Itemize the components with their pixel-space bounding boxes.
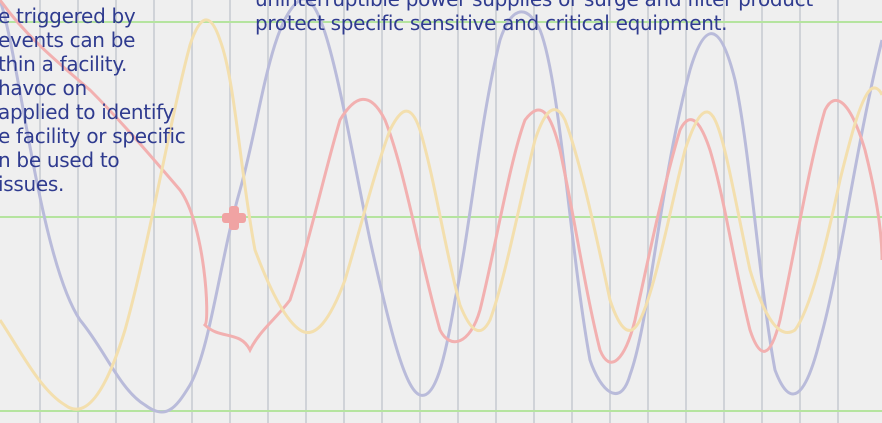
right-text-block: uninterruptible power supplies or surge … — [255, 0, 875, 35]
cursor-marker-icon — [222, 206, 246, 230]
right-text-line: protect specific sensitive and critical … — [255, 11, 875, 35]
left-text-line: applied to identify — [0, 100, 238, 124]
left-text-line: e triggered by — [0, 4, 238, 28]
right-text-line: uninterruptible power supplies or surge … — [255, 0, 875, 11]
left-text-line: thin a facility. — [0, 52, 238, 76]
left-text-line: events can be — [0, 28, 238, 52]
left-text-line: havoc on — [0, 76, 238, 100]
left-text-line: n be used to — [0, 148, 238, 172]
left-text-line: issues. — [0, 172, 238, 196]
left-text-block: e triggered by events can be thin a faci… — [0, 4, 238, 196]
left-text-line: e facility or specific — [0, 124, 238, 148]
